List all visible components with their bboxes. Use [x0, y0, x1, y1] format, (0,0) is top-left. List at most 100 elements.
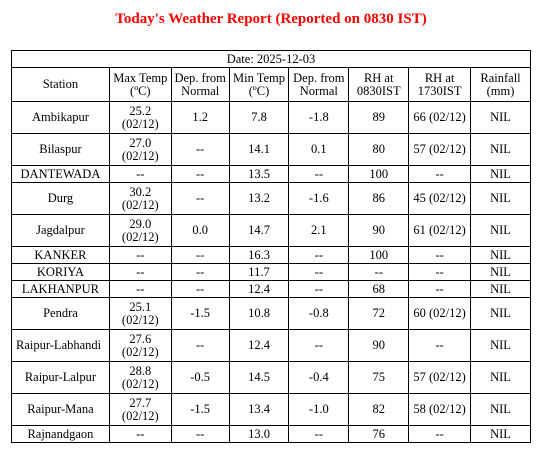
cell-rh-1730: --	[408, 329, 472, 362]
cell-rh-1730: 57 (02/12)	[408, 133, 472, 166]
cell-dep-min: -1.8	[288, 101, 350, 134]
col-min-temp-header: Min Temp (ºC)	[228, 67, 290, 102]
cell-rh-1730: --	[408, 425, 472, 443]
table-row: Raipur-Lalpur 28.8 (02/12) -0.5 14.5 -0.4 75 57…	[11, 361, 531, 394]
cell-dep-min: --	[288, 425, 350, 443]
col-rh0830-header: RH at 0830IST	[348, 67, 410, 102]
table-row: KORIYA -- -- 11.7 -- -- -- NIL	[11, 263, 531, 281]
header-row: Station Max Temp (ºC) Dep. from Normal Min…	[11, 67, 531, 102]
cell-station: Bilaspur	[11, 133, 110, 166]
cell-dep-min: --	[288, 246, 350, 264]
table-row: Jagdalpur 29.0 (02/12) 0.0 14.7 2.1 90 61 (02/1…	[11, 214, 531, 247]
cell-rh-0830: 82	[348, 393, 410, 426]
col-rh1730-header: RH at 1730IST	[408, 67, 472, 102]
cell-dep-max: --	[170, 263, 230, 281]
cell-min-temp: 14.7	[228, 214, 290, 247]
cell-rainfall: NIL	[470, 297, 531, 330]
cell-rainfall: NIL	[470, 133, 531, 166]
table-row: Ambikapur 25.2 (02/12) 1.2 7.8 -1.8 89 66 (02/1…	[11, 101, 531, 134]
cell-rh-0830: --	[348, 263, 410, 281]
cell-rh-0830: 72	[348, 297, 410, 330]
col-station-header: Station	[11, 67, 110, 102]
cell-rainfall: NIL	[470, 165, 531, 183]
cell-rainfall: NIL	[470, 101, 531, 134]
cell-max-temp: 28.8 (02/12)	[108, 361, 172, 394]
cell-min-temp: 10.8	[228, 297, 290, 330]
cell-dep-min: --	[288, 263, 350, 281]
cell-rh-1730: --	[408, 165, 472, 183]
cell-dep-min: -1.0	[288, 393, 350, 426]
cell-station: DANTEWADA	[11, 165, 110, 183]
cell-rh-1730: 61 (02/12)	[408, 214, 472, 247]
cell-max-temp: --	[108, 246, 172, 264]
cell-rh-0830: 75	[348, 361, 410, 394]
cell-dep-max: --	[170, 133, 230, 166]
cell-min-temp: 7.8	[228, 101, 290, 134]
cell-rh-0830: 80	[348, 133, 410, 166]
cell-station: KANKER	[11, 246, 110, 264]
cell-max-temp: 30.2 (02/12)	[108, 182, 172, 215]
cell-rainfall: NIL	[470, 280, 531, 298]
cell-min-temp: 14.1	[228, 133, 290, 166]
cell-min-temp: 14.5	[228, 361, 290, 394]
cell-rh-1730: --	[408, 280, 472, 298]
cell-dep-min: --	[288, 280, 350, 298]
table-row: Pendra 25.1 (02/12) -1.5 10.8 -0.8 72 60 (02/12…	[11, 297, 531, 330]
cell-min-temp: 13.0	[228, 425, 290, 443]
cell-min-temp: 11.7	[228, 263, 290, 281]
cell-min-temp: 13.2	[228, 182, 290, 215]
cell-max-temp: 27.7 (02/12)	[108, 393, 172, 426]
cell-rh-0830: 68	[348, 280, 410, 298]
cell-rh-1730: --	[408, 263, 472, 281]
cell-dep-max: --	[170, 165, 230, 183]
cell-max-temp: 27.6 (02/12)	[108, 329, 172, 362]
cell-max-temp: --	[108, 165, 172, 183]
cell-rainfall: NIL	[470, 182, 531, 215]
cell-min-temp: 13.5	[228, 165, 290, 183]
cell-min-temp: 16.3	[228, 246, 290, 264]
cell-dep-max: 1.2	[170, 101, 230, 134]
table-row: KANKER -- -- 16.3 -- 100 -- NIL	[11, 246, 531, 264]
cell-min-temp: 12.4	[228, 280, 290, 298]
cell-dep-min: 2.1	[288, 214, 350, 247]
table-row: Durg 30.2 (02/12) -- 13.2 -1.6 86 45 (02/12) NIL	[11, 182, 531, 215]
cell-station: Raipur-Labhandi	[11, 329, 110, 362]
cell-max-temp: 27.0 (02/12)	[108, 133, 172, 166]
cell-rh-1730: 45 (02/12)	[408, 182, 472, 215]
cell-station: Jagdalpur	[11, 214, 110, 247]
cell-dep-max: --	[170, 329, 230, 362]
cell-dep-min: --	[288, 329, 350, 362]
cell-station: Raipur-Lalpur	[11, 361, 110, 394]
cell-station: Rajnandgaon	[11, 425, 110, 443]
cell-max-temp: 25.1 (02/12)	[108, 297, 172, 330]
cell-dep-max: --	[170, 246, 230, 264]
cell-dep-max: 0.0	[170, 214, 230, 247]
cell-rh-0830: 76	[348, 425, 410, 443]
cell-max-temp: --	[108, 425, 172, 443]
cell-station: Pendra	[11, 297, 110, 330]
cell-station: Durg	[11, 182, 110, 215]
cell-rainfall: NIL	[470, 263, 531, 281]
cell-station: KORIYA	[11, 263, 110, 281]
table-row: DANTEWADA -- -- 13.5 -- 100 -- NIL	[11, 165, 531, 183]
cell-dep-max: -1.5	[170, 393, 230, 426]
cell-rh-0830: 100	[348, 165, 410, 183]
col-rainfall-header: Rainfall (mm)	[470, 67, 531, 102]
cell-rh-1730: 57 (02/12)	[408, 361, 472, 394]
cell-rh-1730: --	[408, 246, 472, 264]
col-dep-min-header: Dep. from Normal	[288, 67, 350, 102]
cell-dep-min: -0.8	[288, 297, 350, 330]
cell-dep-min: -1.6	[288, 182, 350, 215]
cell-dep-max: -0.5	[170, 361, 230, 394]
table-row: LAKHANPUR -- -- 12.4 -- 68 -- NIL	[11, 280, 531, 298]
col-dep-max-header: Dep. from Normal	[170, 67, 230, 102]
cell-rainfall: NIL	[470, 246, 531, 264]
cell-rainfall: NIL	[470, 329, 531, 362]
table-row: Raipur-Mana 27.7 (02/12) -1.5 13.4 -1.0 82 58 (…	[11, 393, 531, 426]
cell-rh-0830: 90	[348, 329, 410, 362]
cell-rh-1730: 60 (02/12)	[408, 297, 472, 330]
cell-rh-1730: 66 (02/12)	[408, 101, 472, 134]
cell-dep-max: --	[170, 425, 230, 443]
table-row: Rajnandgaon -- -- 13.0 -- 76 -- NIL	[11, 425, 531, 443]
cell-rh-1730: 58 (02/12)	[408, 393, 472, 426]
